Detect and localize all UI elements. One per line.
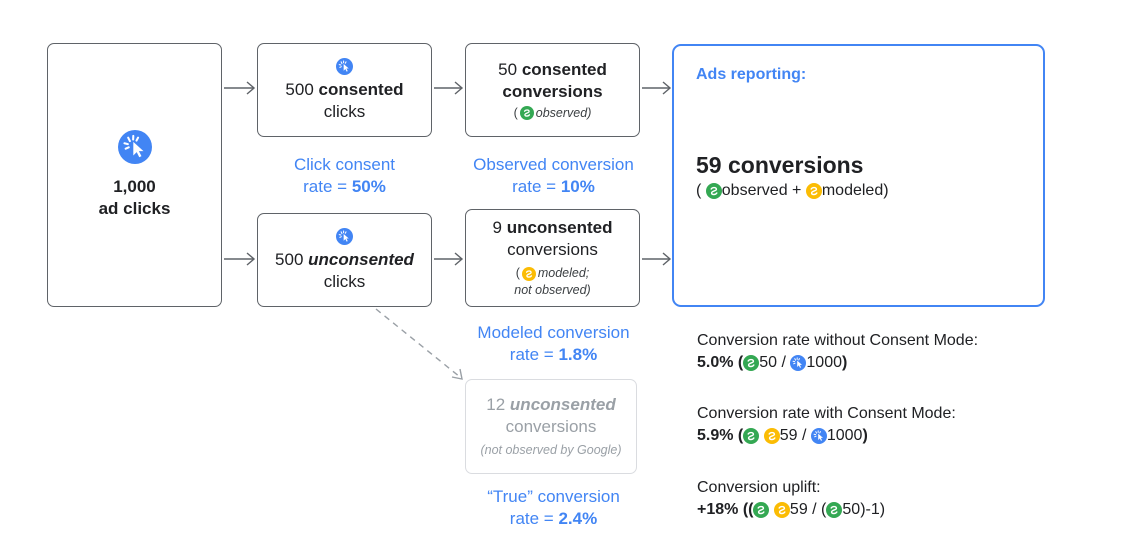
true-conversions-note: (not observed by Google) xyxy=(480,443,622,457)
arrow-start-to-consented xyxy=(224,81,256,95)
arrow-unconsented-to-reporting xyxy=(642,252,672,266)
click-icon xyxy=(811,428,827,444)
modeled-icon xyxy=(774,502,790,518)
observed-icon xyxy=(706,183,722,199)
rate-with-value: 5.9% ( xyxy=(697,427,744,444)
modeled-rate-prefix: rate = xyxy=(509,345,559,364)
click-consent-rate-line1: Click consent xyxy=(293,155,396,174)
rate-without-consent: Conversion rate without Consent Mode: 5.… xyxy=(697,330,978,374)
ads-paren-open: ( xyxy=(696,182,702,199)
consented-conversions-emph: consented xyxy=(521,59,607,79)
true-conversions-count: 12 xyxy=(486,395,506,414)
unconsented-clicks-box: 500 unconsented clicks xyxy=(257,213,432,307)
click-icon xyxy=(336,58,353,75)
consented-conversions-count: 50 xyxy=(498,59,518,79)
click-icon xyxy=(118,130,152,164)
ad-clicks-label: ad clicks xyxy=(98,199,171,218)
observed-icon xyxy=(753,502,769,518)
unconsented-conversions-emph: unconsented xyxy=(506,218,613,237)
click-consent-rate-prefix: rate = xyxy=(303,177,352,196)
rate-without-num: 50 / xyxy=(759,354,791,371)
true-rate-line1: “True” conversion xyxy=(487,487,620,506)
unconsented-clicks-emph: unconsented xyxy=(308,249,414,269)
observed-conversion-rate: Observed conversion rate = 10% xyxy=(460,154,647,198)
true-conversion-rate: “True” conversion rate = 2.4% xyxy=(460,486,647,530)
unconsented-clicks-count: 500 xyxy=(275,249,304,269)
arrow-consented-to-reporting xyxy=(642,81,672,95)
ad-clicks-count: 1,000 xyxy=(113,177,156,196)
modeled-conversion-rate: Modeled conversion rate = 1.8% xyxy=(460,322,647,366)
true-conversions-label: conversions xyxy=(505,417,597,436)
ads-observed-label: observed + xyxy=(721,182,806,199)
rate-with-label: Conversion rate with Consent Mode: xyxy=(697,405,956,422)
observed-icon xyxy=(743,428,759,444)
true-conversions-box: 12 unconsented conversions (not observed… xyxy=(465,379,637,474)
click-consent-rate-value: 50% xyxy=(351,177,386,196)
uplift-value: +18% (( xyxy=(697,501,754,518)
unconsented-note1: modeled; xyxy=(537,266,590,280)
rate-with-consent: Conversion rate with Consent Mode: 5.9% … xyxy=(697,403,956,447)
true-rate-value: 2.4% xyxy=(558,509,598,528)
rate-without-den: 1000 xyxy=(806,354,842,371)
unconsented-note-open: ( xyxy=(515,266,520,280)
modeled-icon xyxy=(522,267,536,281)
consented-clicks-box: 500 consented clicks xyxy=(257,43,432,137)
rate-without-close: ) xyxy=(841,354,848,371)
observed-icon xyxy=(520,106,534,120)
consented-conversions-label: conversions xyxy=(502,81,603,101)
ad-clicks-box: 1,000 ad clicks xyxy=(47,43,222,307)
click-icon xyxy=(336,228,353,245)
observed-rate-line1: Observed conversion xyxy=(473,155,634,174)
arrow-consented-to-conversions xyxy=(434,81,464,95)
consented-note: observed) xyxy=(535,105,592,120)
consented-conversions-box: 50 consented conversions ( observed) xyxy=(465,43,640,137)
rate-with-den: 1000 xyxy=(826,427,863,444)
observed-rate-prefix: rate = xyxy=(512,177,561,196)
rate-with-num: 59 / xyxy=(779,427,811,444)
consented-note-open: ( xyxy=(513,105,518,120)
unconsented-clicks-label: clicks xyxy=(323,271,366,291)
uplift-den: 50)-1) xyxy=(842,501,886,518)
conversion-uplift: Conversion uplift: +18% (( 59 / ( 50)-1) xyxy=(697,477,885,521)
rate-with-close: ) xyxy=(862,427,868,444)
consented-clicks-label: clicks xyxy=(323,101,366,121)
rate-without-label: Conversion rate without Consent Mode: xyxy=(697,332,979,349)
observed-icon xyxy=(826,502,842,518)
arrow-unconsented-to-conversions xyxy=(434,252,464,266)
ads-reporting-breakdown: ( observed + modeled) xyxy=(696,182,889,200)
unconsented-conversions-box: 9 unconsented conversions ( modeled; not … xyxy=(465,209,640,307)
ads-modeled-label: modeled) xyxy=(821,182,889,199)
true-conversions-emph: unconsented xyxy=(509,395,616,414)
unconsented-note2: not observed) xyxy=(514,283,591,297)
modeled-icon xyxy=(806,183,822,199)
unconsented-conversions-count: 9 xyxy=(492,218,502,237)
arrow-start-to-unconsented xyxy=(224,252,256,266)
click-consent-rate: Click consent rate = 50% xyxy=(257,154,432,198)
modeled-icon xyxy=(764,428,780,444)
click-icon xyxy=(790,355,806,371)
uplift-label: Conversion uplift: xyxy=(697,479,821,496)
ads-reporting-total: 59 conversions xyxy=(696,152,864,178)
observed-rate-value: 10% xyxy=(560,177,595,196)
ads-reporting-title: Ads reporting: xyxy=(696,66,807,83)
uplift-num: 59 / ( xyxy=(789,501,827,518)
observed-icon xyxy=(743,355,759,371)
modeled-rate-line1: Modeled conversion xyxy=(477,323,630,342)
unconsented-conversions-label: conversions xyxy=(507,240,598,259)
true-rate-prefix: rate = xyxy=(509,509,559,528)
consented-clicks-count: 500 xyxy=(285,79,314,99)
rate-without-value: 5.0% ( xyxy=(697,354,744,371)
consented-clicks-emph: consented xyxy=(318,79,404,99)
arrow-dashed-to-true xyxy=(375,308,463,380)
ads-reporting-box: Ads reporting: 59 conversions ( observed… xyxy=(672,44,1045,307)
modeled-rate-value: 1.8% xyxy=(558,345,598,364)
